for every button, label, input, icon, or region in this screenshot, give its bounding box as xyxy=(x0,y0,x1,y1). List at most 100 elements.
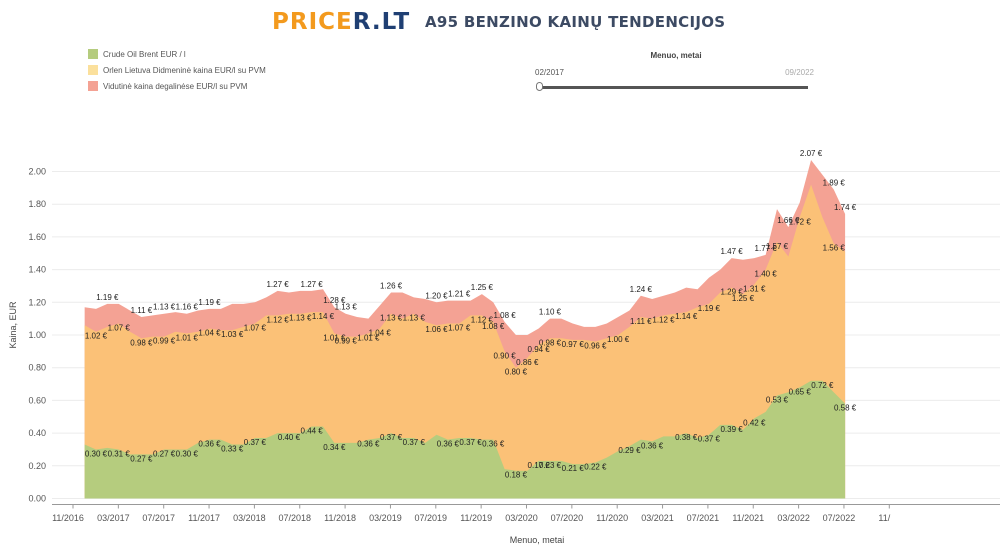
x-tick-label: 07/2020 xyxy=(551,513,584,523)
data-label: 0.98 € xyxy=(539,338,562,347)
data-label: 2.07 € xyxy=(800,149,823,158)
data-label: 1.16 € xyxy=(176,303,199,312)
page-title: A95 BENZINO KAINŲ TENDENCIJOS xyxy=(425,13,726,31)
data-label: 0.33 € xyxy=(221,445,244,454)
data-label: 1.12 € xyxy=(471,315,494,324)
data-label: 0.40 € xyxy=(278,433,301,442)
data-label: 0.36 € xyxy=(357,440,380,449)
data-label: 0.30 € xyxy=(176,449,199,458)
data-label: 1.19 € xyxy=(698,304,721,313)
data-label: 1.56 € xyxy=(823,243,846,252)
x-tick-label: 03/2019 xyxy=(369,513,402,523)
data-label: 1.10 € xyxy=(539,308,562,317)
data-label: 0.37 € xyxy=(244,438,267,447)
legend-swatch-wholesale xyxy=(88,65,98,75)
x-tick-label: 11/2020 xyxy=(596,513,628,523)
y-tick-label: 0.00 xyxy=(28,494,46,504)
data-label: 0.21 € xyxy=(562,464,585,473)
data-label: 0.94 € xyxy=(528,345,551,354)
data-label: 1.20 € xyxy=(425,291,448,300)
data-label: 1.13 € xyxy=(403,314,426,323)
filter-handle[interactable] xyxy=(536,82,543,91)
data-label: 1.19 € xyxy=(198,298,221,307)
data-label: 0.38 € xyxy=(675,433,698,442)
data-label: 1.07 € xyxy=(108,324,131,333)
x-tick-label: 07/2021 xyxy=(687,513,720,523)
data-label: 0.36 € xyxy=(482,440,505,449)
data-label: 0.72 € xyxy=(811,381,834,390)
data-label: 0.99 € xyxy=(335,337,358,346)
chart-legend: Crude Oil Brent EUR / l Orlen Lietuva Di… xyxy=(88,46,266,94)
x-tick-label: 03/2017 xyxy=(97,513,130,523)
data-label: 1.13 € xyxy=(380,314,403,323)
data-label: 1.31 € xyxy=(743,284,766,293)
x-tick-label: 03/2018 xyxy=(233,513,266,523)
filter-end-value: 09/2022 xyxy=(785,68,814,77)
x-tick-label: 07/2018 xyxy=(278,513,311,523)
data-label: 1.27 € xyxy=(301,280,324,289)
data-label: 1.01 € xyxy=(357,333,380,342)
data-label: 1.14 € xyxy=(675,312,698,321)
data-label: 1.01 € xyxy=(323,333,346,342)
data-label: 0.27 € xyxy=(153,449,176,458)
data-label: 0.23 € xyxy=(539,461,562,470)
pricer-logo[interactable]: PRICER.LT xyxy=(272,8,410,36)
data-label: 0.27 € xyxy=(130,454,153,463)
logo-part-2: R.LT xyxy=(352,9,411,35)
data-label: 0.80 € xyxy=(505,368,528,377)
y-tick-label: 0.60 xyxy=(28,395,46,405)
data-label: 0.37 € xyxy=(380,433,403,442)
data-label: 1.40 € xyxy=(755,270,778,279)
data-label: 1.77 € xyxy=(755,244,778,253)
data-label: 1.03 € xyxy=(221,330,244,339)
data-label: 0.34 € xyxy=(323,443,346,452)
data-label: 0.99 € xyxy=(153,337,176,346)
filter-track[interactable] xyxy=(540,86,808,89)
y-tick-label: 0.40 xyxy=(28,428,46,438)
data-label: 1.26 € xyxy=(380,281,403,290)
data-label: 1.04 € xyxy=(369,328,392,337)
data-label: 1.07 € xyxy=(244,324,267,333)
header: PRICER.LT A95 BENZINO KAINŲ TENDENCIJOS xyxy=(0,8,1000,38)
legend-item-crude[interactable]: Crude Oil Brent EUR / l xyxy=(88,46,266,62)
data-label: 0.86 € xyxy=(516,358,539,367)
data-label: 1.07 € xyxy=(448,324,471,333)
data-label: 0.97 € xyxy=(562,340,585,349)
data-label: 0.37 € xyxy=(403,438,426,447)
data-label: 1.89 € xyxy=(823,178,846,187)
logo-part-1: PRICE xyxy=(272,9,353,35)
data-label: 1.21 € xyxy=(448,290,471,299)
data-label: 1.08 € xyxy=(493,311,516,320)
data-label: 1.74 € xyxy=(834,203,857,212)
data-label: 1.28 € xyxy=(323,296,346,305)
legend-item-wholesale[interactable]: Orlen Lietuva Didmeninė kaina EUR/l su P… xyxy=(88,62,266,78)
area-crude-oil[interactable] xyxy=(84,380,846,499)
series-areas xyxy=(84,160,846,499)
legend-label-crude: Crude Oil Brent EUR / l xyxy=(103,49,186,59)
data-label: 1.08 € xyxy=(482,322,505,331)
legend-item-retail[interactable]: Vidutinė kaina degalinėse EUR/l su PVM xyxy=(88,78,266,94)
x-tick-label: 11/2019 xyxy=(460,513,492,523)
data-label: 0.90 € xyxy=(493,351,516,360)
data-label: 0.36 € xyxy=(641,441,664,450)
area-wholesale[interactable] xyxy=(84,184,846,499)
data-label: 0.22 € xyxy=(584,463,607,472)
data-label: 1.13 € xyxy=(289,314,312,323)
y-tick-label: 1.00 xyxy=(28,330,46,340)
data-label: 1.25 € xyxy=(471,283,494,292)
data-label: 0.96 € xyxy=(584,342,607,351)
data-label: 0.58 € xyxy=(834,404,857,413)
data-label: 1.29 € xyxy=(720,288,743,297)
y-tick-label: 1.80 xyxy=(28,199,46,209)
x-tick-label: 07/2017 xyxy=(142,513,175,523)
data-label: 0.65 € xyxy=(789,387,812,396)
data-label: 1.24 € xyxy=(630,285,653,294)
legend-swatch-crude xyxy=(88,49,98,59)
x-tick-label: 03/2021 xyxy=(641,513,674,523)
data-label: 0.39 € xyxy=(720,425,743,434)
x-axis: 11/2016 03/2017 07/2017 11/2017 03/2018 07/20… xyxy=(52,504,1000,523)
date-range-filter: Menuo, metai 02/2017 09/2022 xyxy=(535,50,817,95)
x-tick-label: 11/2018 xyxy=(324,513,356,523)
y-tick-label: 1.40 xyxy=(28,265,46,275)
